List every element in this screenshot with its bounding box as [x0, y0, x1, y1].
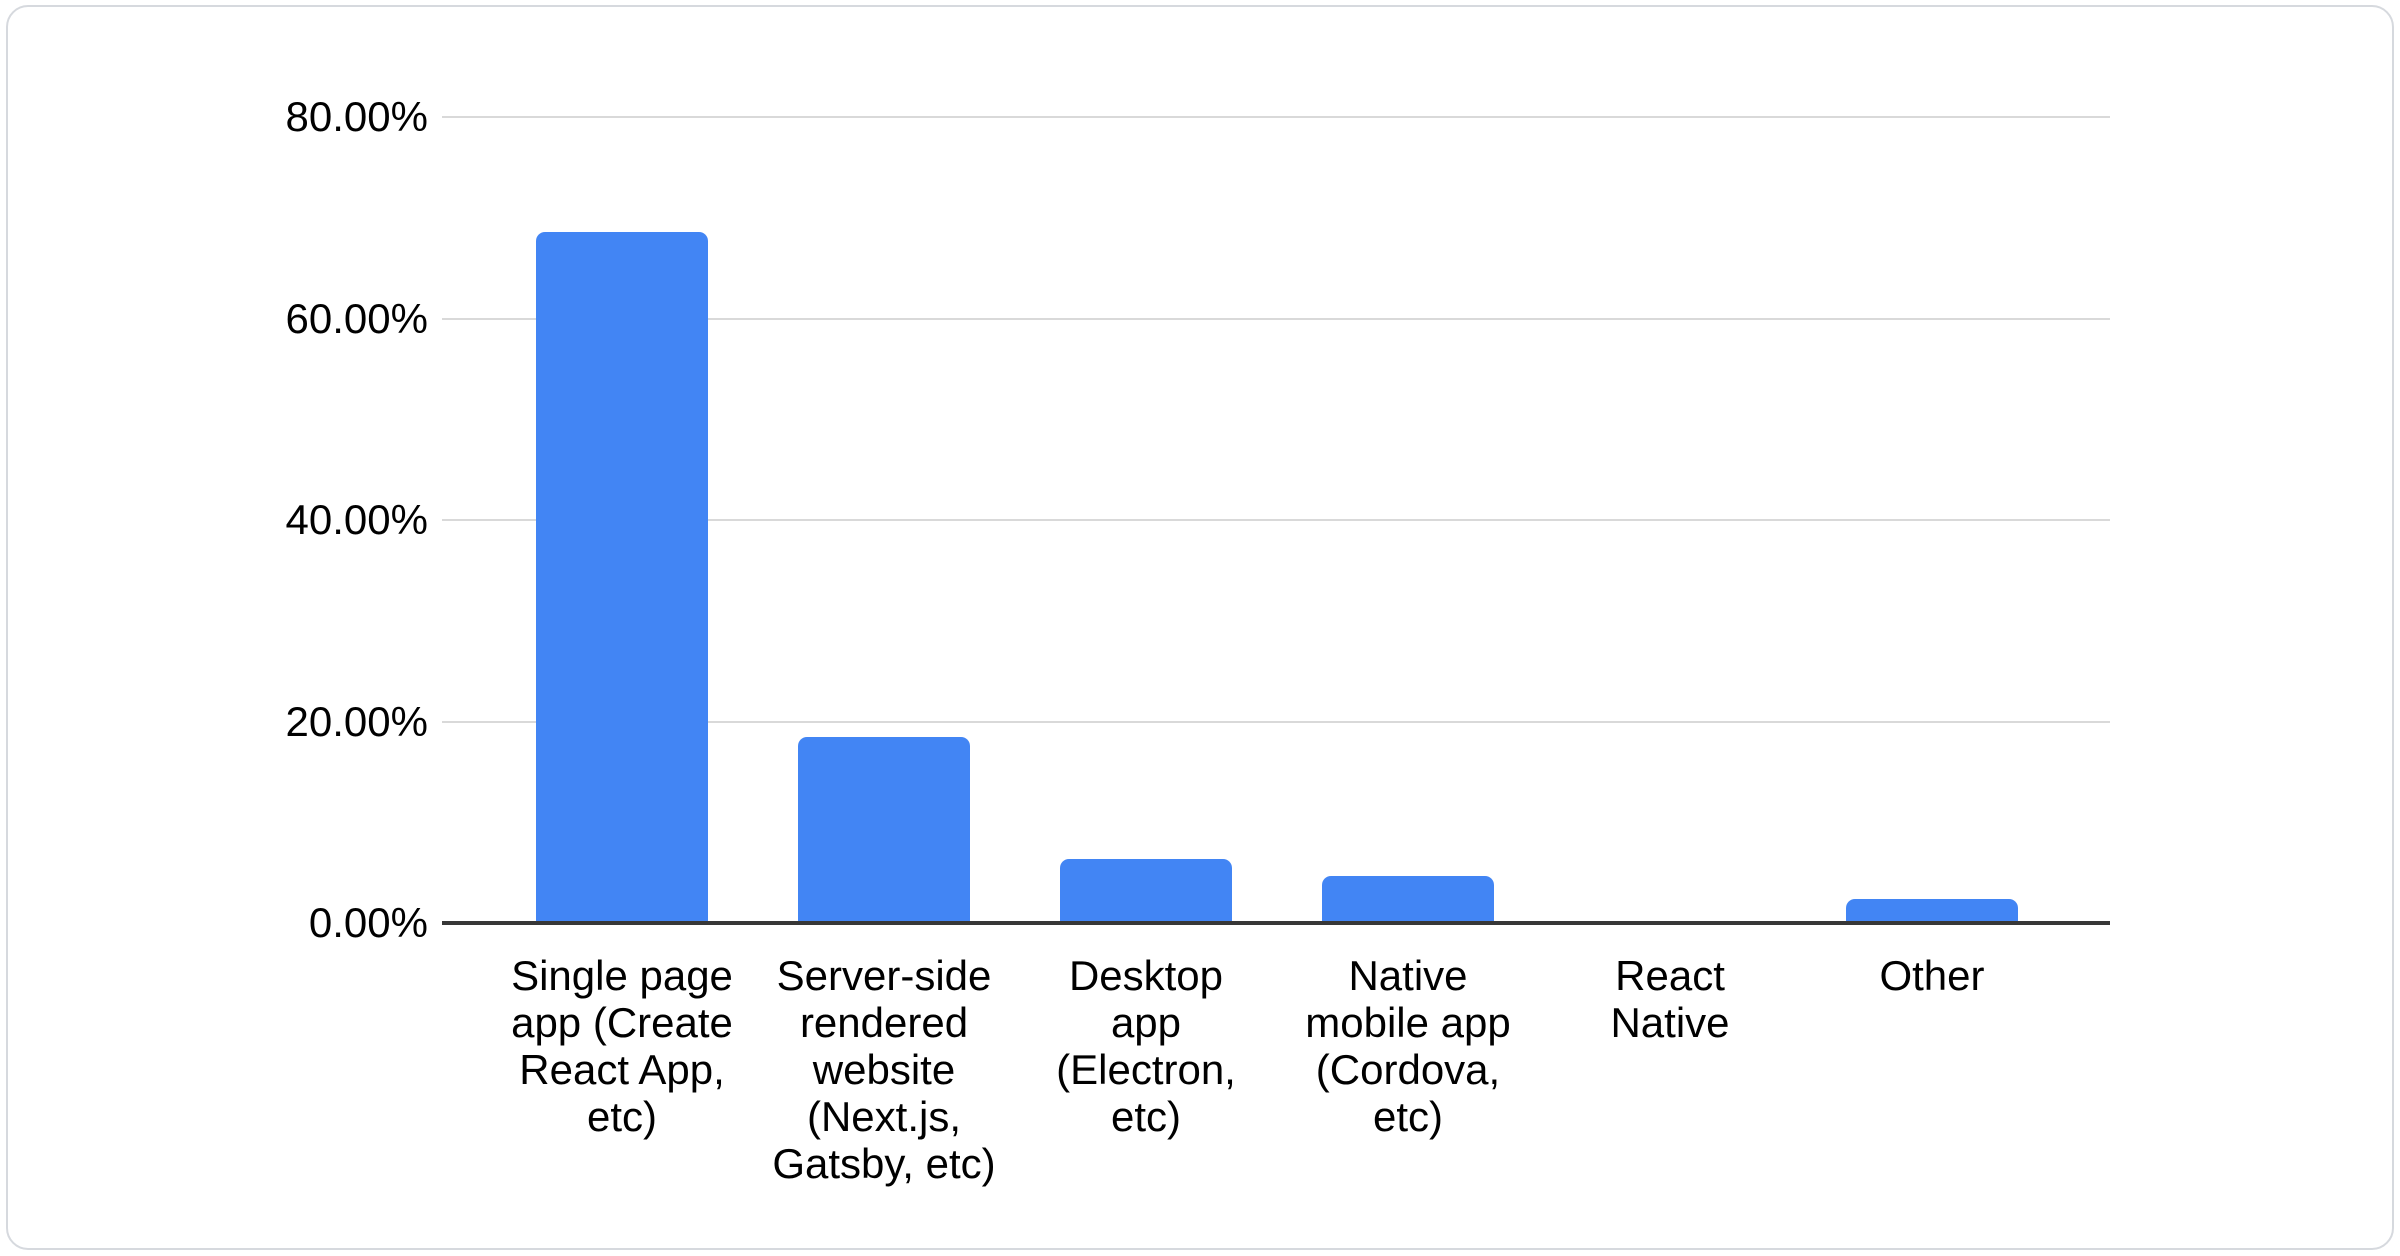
x-axis-baseline — [442, 921, 2110, 925]
x-axis-label: Native mobile app (Cordova, etc) — [1305, 952, 1511, 1140]
gridline — [442, 116, 2110, 118]
chart-bar — [1322, 876, 1494, 923]
y-axis-tick-label: 60.00% — [285, 294, 428, 342]
x-axis-label: Desktop app (Electron, etc) — [1056, 952, 1236, 1140]
chart-bar — [1060, 859, 1232, 923]
y-axis-tick-label: 40.00% — [285, 496, 428, 543]
chart-card — [6, 5, 2394, 1250]
y-axis-tick-label: 0.00% — [308, 899, 428, 946]
x-axis-label: Other — [1879, 952, 1985, 999]
gridline — [442, 720, 2110, 723]
chart-bar — [536, 232, 708, 923]
gridline — [442, 519, 2110, 521]
x-axis-label: Single page app (Create React App, etc) — [511, 952, 733, 1140]
chart-bar — [798, 737, 970, 923]
x-axis-label: React Native — [1610, 952, 1730, 1046]
y-axis-tick-label: 80.00% — [285, 93, 428, 140]
x-axis-label: Server-side rendered website (Next.js, G… — [772, 952, 996, 1187]
y-axis-tick-label: 20.00% — [285, 697, 428, 745]
gridline — [442, 317, 2110, 320]
chart-bar — [1846, 899, 2018, 923]
